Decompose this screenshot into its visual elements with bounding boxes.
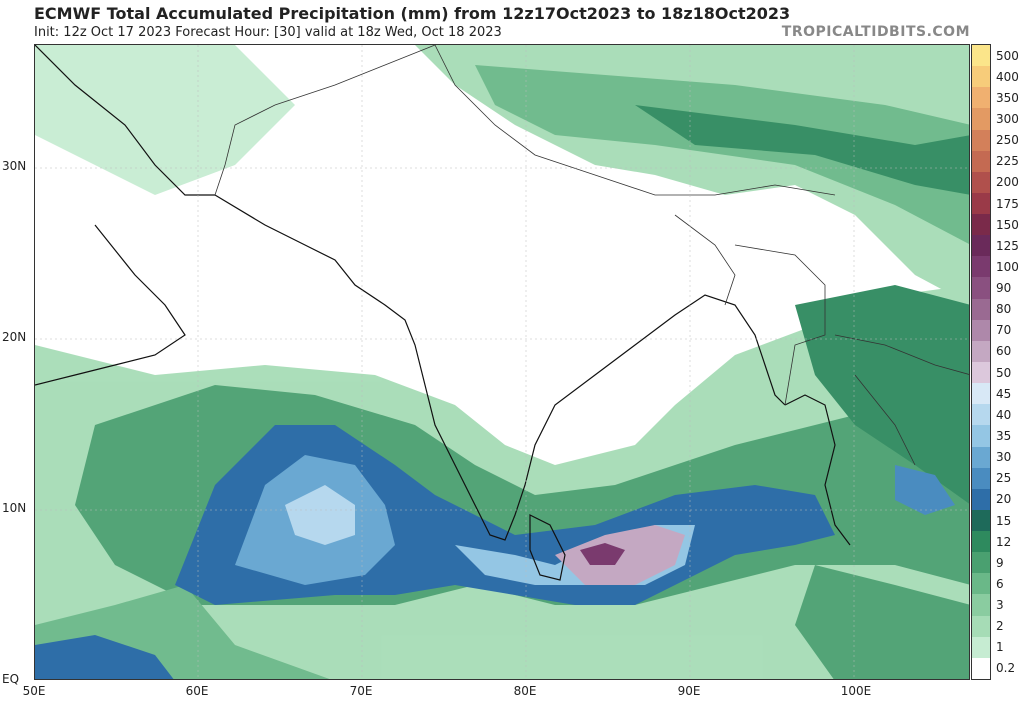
lat-label-30n: 30N: [2, 159, 27, 173]
map-canvas: [35, 45, 969, 679]
colorbar-cell: [972, 488, 990, 511]
colorbar-label: 90: [996, 281, 1012, 296]
colorbar-cell: [972, 66, 990, 88]
colorbar-cell: [972, 319, 990, 342]
coastlines: [35, 45, 851, 581]
colorbar-label: 350: [996, 90, 1019, 105]
country-borders: [214, 45, 969, 466]
colorbar-cell: [972, 192, 990, 215]
colorbar-cell: [972, 277, 990, 300]
colorbar-cell: [972, 467, 990, 490]
lon-label-70e: 70E: [349, 684, 373, 698]
colorbar-cell: [972, 45, 990, 67]
colorbar-label: 0.2: [996, 661, 1016, 676]
colorbar-cell: [972, 531, 990, 553]
colorbar-cell: [972, 404, 990, 426]
colorbar-cell: [972, 87, 990, 109]
map-subtitle: Init: 12z Oct 17 2023 Forecast Hour: [30…: [34, 25, 502, 40]
lon-label-80e: 80E: [513, 684, 537, 698]
colorbar-cell: [972, 171, 990, 194]
colorbar-cell: [972, 129, 990, 152]
lat-label-20n: 20N: [2, 330, 27, 344]
colorbar-cell: [972, 150, 990, 173]
graticule: [35, 45, 969, 679]
colorbar-cell: [972, 509, 990, 532]
colorbar-cell: [972, 256, 990, 278]
colorbar-label: 9: [996, 555, 1004, 570]
colorbar-cell: [972, 214, 990, 236]
colorbar-cell: [972, 362, 990, 384]
colorbar-cell: [972, 298, 990, 321]
colorbar-label: 15: [996, 513, 1012, 528]
colorbar-label: 300: [996, 111, 1019, 126]
lon-label-60e: 60E: [185, 684, 209, 698]
lon-label-50e: 50E: [22, 684, 46, 698]
colorbar-label: 12: [996, 534, 1012, 549]
colorbar-cell: [972, 425, 990, 448]
colorbar-label: 35: [996, 428, 1012, 443]
colorbar-label: 6: [996, 576, 1004, 591]
colorbar-label: 225: [996, 154, 1019, 169]
colorbar-label: 60: [996, 344, 1012, 359]
colorbar-label: 70: [996, 323, 1012, 338]
colorbar-label: 250: [996, 133, 1019, 148]
map-title: ECMWF Total Accumulated Precipitation (m…: [34, 4, 791, 23]
colorbar-label: 150: [996, 217, 1019, 232]
colorbar-cell: [972, 615, 990, 638]
colorbar-label: 200: [996, 175, 1019, 190]
lon-label-100e: 100E: [840, 684, 872, 698]
colorbar-cell: [972, 594, 990, 617]
lon-label-90e: 90E: [677, 684, 701, 698]
colorbar-cell: [972, 446, 990, 469]
colorbar-cell: [972, 235, 990, 257]
brand-watermark: TROPICALTIDBITS.COM: [781, 24, 970, 40]
colorbar-label: 80: [996, 302, 1012, 317]
colorbar-label: 50: [996, 365, 1012, 380]
colorbar-label: 400: [996, 69, 1019, 84]
colorbar-label: 30: [996, 450, 1012, 465]
colorbar-label: 2: [996, 619, 1004, 634]
precipitation-map: [34, 44, 970, 680]
colorbar-cell: [972, 340, 990, 363]
colorbar-label: 3: [996, 598, 1004, 613]
colorbar-cell: [972, 552, 990, 574]
colorbar-cell: [972, 108, 990, 131]
heavy-precip-band: [35, 425, 955, 679]
colorbar-label: 40: [996, 407, 1012, 422]
colorbar-cell: [972, 636, 990, 659]
lat-label-eq: EQ: [2, 672, 20, 686]
colorbar-label: 20: [996, 492, 1012, 507]
colorbar-label: 175: [996, 196, 1019, 211]
colorbar-label: 125: [996, 238, 1019, 253]
lat-label-10n: 10N: [2, 501, 27, 515]
colorbar-cell: [972, 657, 990, 680]
colorbar: [971, 44, 991, 680]
colorbar-cell: [972, 573, 990, 595]
colorbar-label: 1: [996, 640, 1004, 655]
colorbar-label: 25: [996, 471, 1012, 486]
colorbar-label: 45: [996, 386, 1012, 401]
colorbar-label: 500: [996, 48, 1019, 63]
colorbar-label: 100: [996, 259, 1019, 274]
colorbar-cell: [972, 383, 990, 405]
